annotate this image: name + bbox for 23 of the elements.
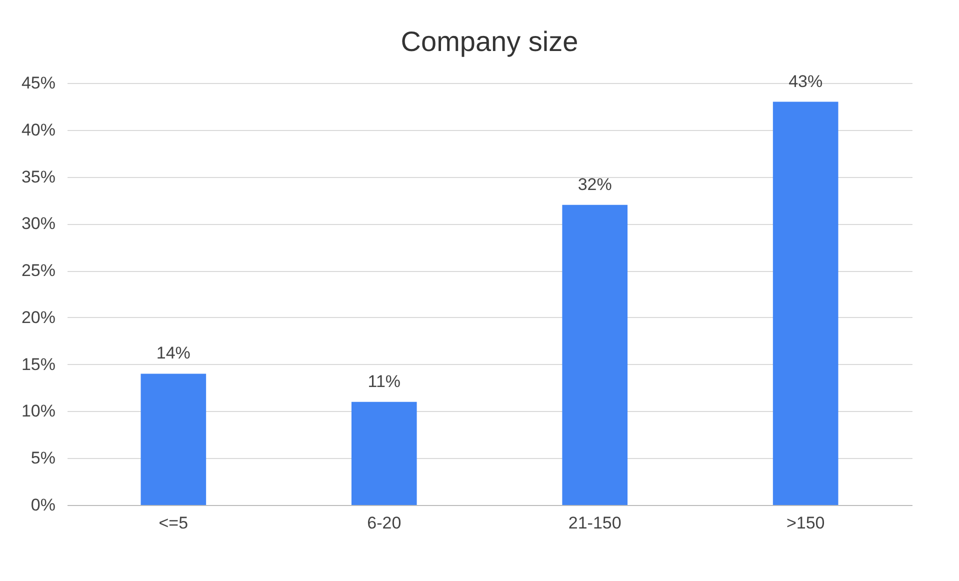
chart-title: Company size [400, 26, 578, 57]
bar [351, 402, 417, 505]
bar [562, 204, 628, 505]
y-tick-label: 35% [21, 167, 56, 186]
data-label: 11% [368, 372, 401, 391]
bar [140, 374, 206, 505]
y-tick-label: 15% [21, 354, 56, 374]
data-label: 32% [578, 174, 612, 194]
y-tick-label: 25% [21, 261, 56, 280]
y-tick-label: 30% [21, 214, 56, 234]
y-tick-label: 20% [21, 308, 56, 327]
y-tick-label: 45% [21, 74, 56, 92]
y-tick-label: 0% [30, 496, 56, 514]
data-label: 43% [788, 72, 823, 91]
x-tick-label: 21-150 [568, 514, 622, 532]
x-tick-label: <=5 [158, 514, 188, 532]
x-tick-label: >150 [786, 514, 825, 532]
data-label: 14% [156, 344, 190, 363]
x-tick-label: 6-20 [367, 514, 402, 532]
bar [772, 102, 838, 505]
y-tick-label: 40% [21, 120, 56, 140]
y-tick-label: 10% [21, 402, 56, 421]
y-tick-label: 5% [30, 448, 56, 468]
